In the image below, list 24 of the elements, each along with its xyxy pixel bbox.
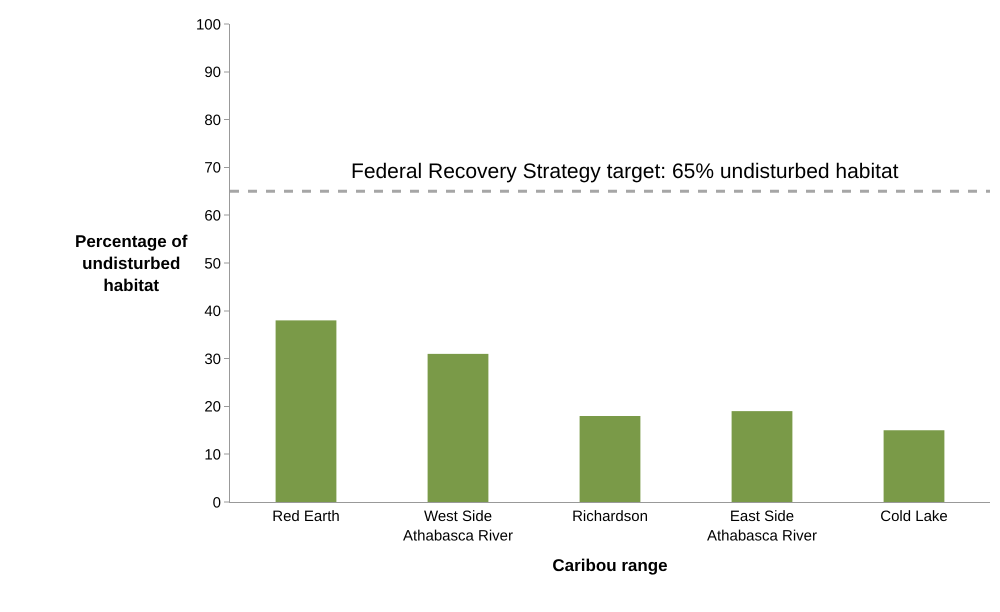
bar — [732, 411, 792, 502]
x-tick-label: East Side Athabasca River — [706, 508, 818, 544]
ref-line-label: Federal Recovery Strategy target: 65% undisturbed habitat — [351, 160, 899, 183]
bar — [276, 320, 336, 502]
y-tick-label: 40 — [204, 303, 221, 320]
y-axis-title: Percentage of undisturbed habitat — [75, 232, 188, 296]
y-tick-label: 60 — [204, 207, 221, 224]
x-axis-title: Caribou range — [552, 556, 668, 575]
y-tick-label: 70 — [204, 160, 221, 177]
x-tick-label: Red Earth — [272, 508, 340, 525]
y-tick-label: 100 — [196, 16, 221, 34]
bar — [884, 430, 944, 502]
y-tick-label: 90 — [204, 64, 221, 82]
x-tick-label: Richardson — [572, 508, 648, 525]
y-tick-label: 0 — [212, 494, 221, 512]
y-tick-label: 10 — [204, 446, 221, 464]
bar — [428, 354, 488, 502]
y-tick-label: 20 — [204, 398, 221, 416]
y-tick-label: 50 — [204, 255, 221, 272]
x-tick-label: West Side Athabasca River — [402, 508, 514, 544]
x-tick-label: Cold Lake — [880, 508, 948, 525]
y-tick-label: 30 — [204, 350, 221, 368]
y-tick-label: 80 — [204, 112, 221, 129]
bar — [580, 416, 640, 502]
